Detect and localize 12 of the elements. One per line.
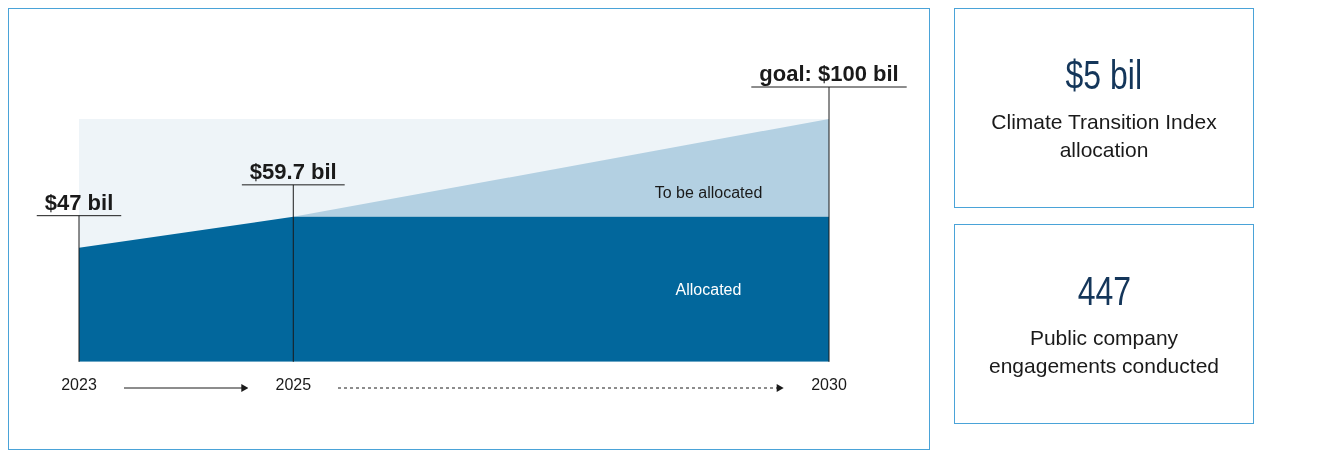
text: 447 <box>1077 269 1131 315</box>
data-label: goal: $100 bil <box>759 61 899 86</box>
x-tick-label: 2030 <box>811 375 847 393</box>
series-label: Allocated <box>675 281 742 299</box>
x-tick-label: 2025 <box>275 375 312 393</box>
data-label: $47 bil <box>44 189 114 215</box>
data-label: $59.7 bil <box>249 158 337 184</box>
text: Public company engagements conducted <box>988 325 1220 379</box>
series-label: To be allocated <box>654 184 763 202</box>
x-tick-label: 2023 <box>61 375 97 393</box>
text: Climate Transition Index allocation <box>990 109 1218 163</box>
text: $5 bil <box>1065 53 1143 99</box>
